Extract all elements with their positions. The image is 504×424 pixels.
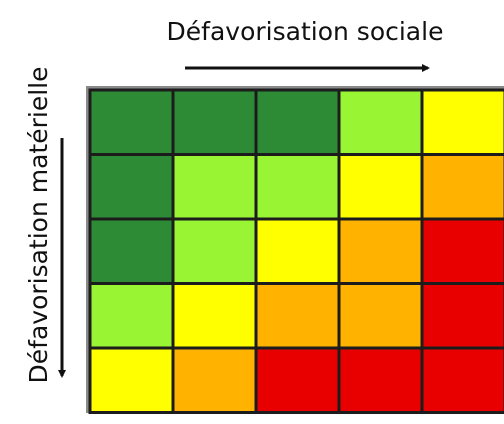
cell: [171, 217, 258, 285]
cell: [420, 217, 504, 285]
cell: [337, 217, 424, 285]
cell: [337, 346, 424, 414]
left-label: Défavorisation matérielle: [24, 67, 53, 384]
cell: [337, 282, 424, 350]
cell: [254, 153, 341, 221]
cell: [420, 153, 504, 221]
cell: [88, 217, 175, 285]
cell: [254, 282, 341, 350]
cell: [88, 88, 175, 156]
cell: [420, 346, 504, 414]
cell: [88, 282, 175, 350]
cell: [171, 346, 258, 414]
cell: [420, 88, 504, 156]
cell: [254, 217, 341, 285]
cell: [254, 346, 341, 414]
cell: [254, 88, 341, 156]
cell: [171, 153, 258, 221]
cell: [171, 282, 258, 350]
top-label: Défavorisation sociale: [167, 17, 444, 46]
cell: [420, 282, 504, 350]
cell: [337, 88, 424, 156]
grid: [88, 88, 504, 414]
cell: [88, 153, 175, 221]
cell: [88, 346, 175, 414]
cell: [337, 153, 424, 221]
cell: [171, 88, 258, 156]
